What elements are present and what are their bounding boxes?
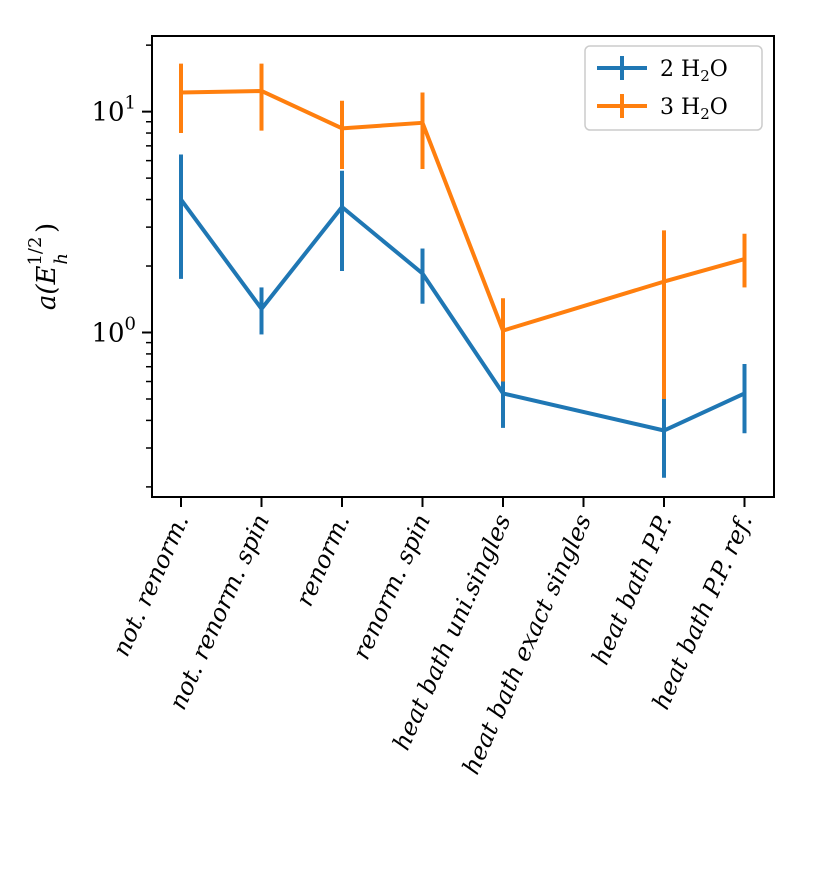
legend-label: 2 H2O [660,57,728,85]
y-axis-label-sub: h [51,253,72,265]
legend-label-subscript: 2 [700,67,710,85]
data-point [179,197,183,202]
data-point [259,88,264,93]
data-point [340,126,344,131]
legend-label-suffix: O [710,57,728,82]
legend-label-prefix: 3 H [660,95,700,120]
data-point [259,306,264,311]
y-tick-label-base: 10 [91,319,124,349]
data-point [742,391,747,396]
data-point [420,120,425,125]
y-axis-label-sup: 1/2 [25,237,46,266]
y-axis-label-main: a(E [32,266,62,311]
legend-label-subscript: 2 [700,105,710,123]
data-point [420,271,425,276]
legend-label-suffix: O [710,95,728,120]
y-tick-label-base: 10 [91,98,124,128]
series-3-h2o [179,63,747,399]
data-point [179,90,183,95]
legend-label: 3 H2O [660,95,728,123]
data-point [501,391,505,396]
data-point [742,257,747,262]
data-point [501,328,505,333]
data-point [662,428,666,433]
data-point [662,279,666,284]
data-point [340,205,344,210]
y-tick-label: 100 [91,314,136,349]
y-tick-label-exponent: 0 [125,314,136,335]
legend-label-prefix: 2 H [660,57,700,82]
y-axis-label: a(E1/2 h) [25,223,72,310]
series-layer [179,63,747,478]
y-tick-label-exponent: 1 [125,93,136,114]
y-axis-label-close: ) [32,223,62,233]
y-tick-label: 101 [91,93,136,128]
series-2-h2o [179,154,747,478]
